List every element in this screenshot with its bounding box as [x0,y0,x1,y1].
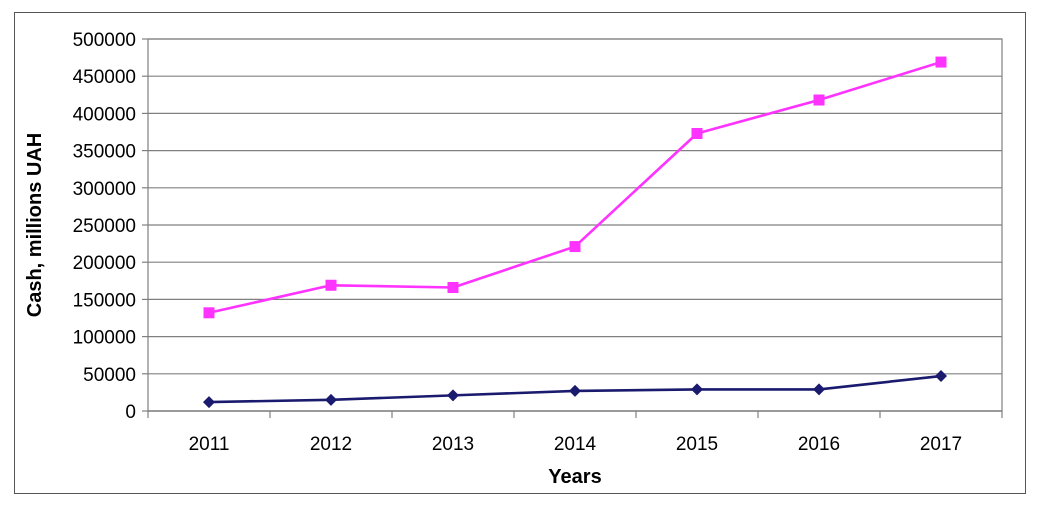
data-point-diamond [691,383,703,396]
chart-frame [14,12,1026,494]
y-tick-label: 50000 [83,365,136,386]
data-point-square [935,56,947,68]
x-tick-label: 2013 [432,434,474,455]
y-tick-label: 250000 [73,216,136,237]
y-axis-ticks: 0 50000 100000 150000 200000 250000 300000 3500… [73,30,148,423]
data-point-diamond [935,370,947,383]
data-point-square [325,279,337,291]
x-tick-label: 2017 [920,434,962,455]
gridlines [148,38,1002,375]
series-group [203,56,947,409]
data-point-diamond [203,396,215,409]
x-tick-label: 2015 [676,434,718,455]
data-point-square [813,94,825,106]
x-axis-title: Years [548,466,601,488]
data-point-square [569,241,581,253]
y-axis-title: Cash, millions UAH [24,133,46,317]
data-point-diamond [813,383,825,396]
y-tick-label: 100000 [73,328,136,349]
x-axis-ticks: 2011 2012 2013 2014 2015 2016 2017 [147,410,1003,455]
data-point-square [447,281,459,293]
data-point-square [203,307,215,319]
data-point-diamond [447,389,459,402]
y-tick-label: 350000 [73,142,136,163]
x-tick-label: 2012 [310,434,352,455]
y-tick-label: 150000 [73,290,136,311]
y-tick-label: 400000 [73,104,136,125]
y-tick-label: 0 [125,402,136,423]
x-tick-label: 2014 [554,434,597,455]
data-point-diamond [325,393,337,406]
y-tick-label: 200000 [73,253,136,274]
y-tick-label: 300000 [73,179,136,200]
y-tick-label: 450000 [73,67,136,88]
data-point-diamond [569,384,581,397]
x-tick-label: 2016 [798,434,840,455]
data-point-square [691,127,703,139]
y-tick-label: 500000 [73,30,136,51]
x-tick-label: 2011 [189,434,230,455]
